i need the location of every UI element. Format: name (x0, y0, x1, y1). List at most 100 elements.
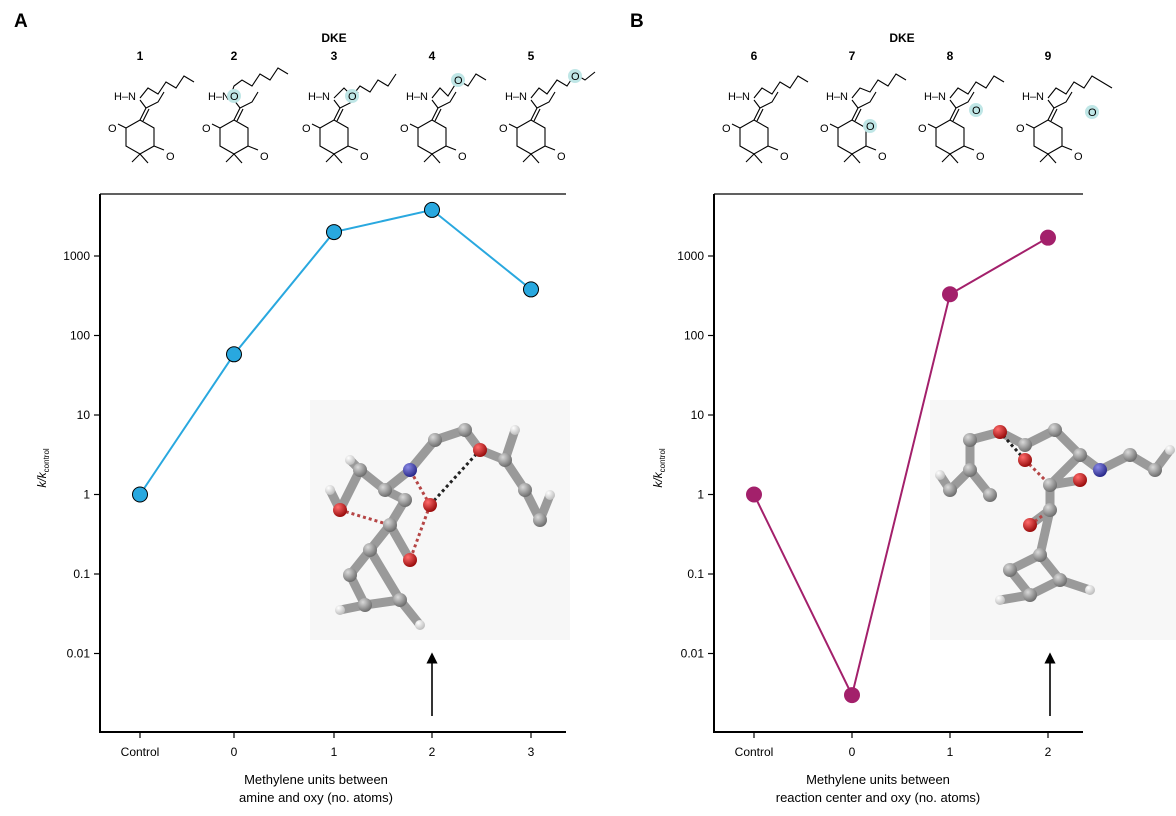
panel-b-oxygen-text: O (1016, 123, 1025, 135)
panel-b-atom (1033, 548, 1047, 562)
panel-a-x-tick-label: 2 (429, 745, 436, 759)
panel-a-amine-text: H–N (308, 91, 330, 103)
panel-b-atom (1123, 448, 1137, 462)
panel-a-bond (365, 545, 405, 605)
panel-b-atom (1053, 573, 1067, 587)
panel-a-atom (498, 453, 512, 467)
panel-a-compound-label: 3 (331, 49, 338, 63)
panel-b-structure: H–N O O O (1016, 75, 1113, 164)
panel-b-compound-label: 6 (751, 49, 758, 63)
panel-a-compound-label: 4 (429, 49, 436, 63)
panel-b-axes: 1000 100 10 1 0.1 0.01 Control 0 1 2 (677, 193, 1083, 759)
panel-b-oxygen-text: O (1074, 151, 1083, 163)
panel-a-oxygen-text: O (400, 123, 409, 135)
panel-a-hydrogen-bond (428, 448, 482, 507)
panel-b-atom (935, 470, 945, 480)
panel-a-atom (345, 455, 355, 465)
panel-a-amine-text: H–N (505, 91, 527, 103)
panel-b-oxy-highlight (969, 103, 983, 117)
panel-a-x-tick-label: 1 (331, 745, 338, 759)
panel-a-x-tick-label: Control (121, 745, 160, 759)
panel-b-atom (1023, 588, 1037, 602)
panel-b-y-tick-label: 10 (691, 408, 705, 422)
panel-b-atom (983, 488, 997, 502)
panel-a-data-point (132, 486, 148, 503)
panel-a-bond (335, 465, 365, 515)
panel-a-y-tick-label: 0.01 (67, 647, 91, 661)
panel-b-oxygen-text: O (878, 151, 887, 163)
panel-b-oxygen-text: O (918, 123, 927, 135)
panel-a-oxy-highlight (568, 69, 582, 83)
panel-b-atom (1043, 503, 1057, 517)
panel-a-letter: A (14, 11, 28, 32)
svg-text:k/kcontrol: k/kcontrol (35, 448, 51, 488)
panel-b-oxy-text: O (866, 121, 875, 133)
panel-b-atom (1165, 445, 1175, 455)
panel-a-atom (423, 498, 437, 512)
panel-a-oxygen-text: O (360, 151, 369, 163)
panel-a-atom (325, 485, 335, 495)
panel-a-amine-text: H–N (406, 91, 428, 103)
panel-a-oxy-highlight (227, 89, 241, 103)
panel-a-atom (428, 433, 442, 447)
panel-b-oxy-highlight (863, 119, 877, 133)
panel-a-structure: H–N O O (108, 75, 195, 164)
panel-a-atom (383, 518, 397, 532)
panel-b-compound-label: 9 (1045, 49, 1052, 63)
panel-a-hydrogen-bond (339, 508, 391, 527)
panel-a-compound-labels: 1 2 3 4 5 (137, 49, 535, 63)
panel-a-atom (415, 620, 425, 630)
panel-b-plot (746, 229, 1056, 704)
panel-a-atom (458, 423, 472, 437)
panel-a-y-tick-label: 0.1 (73, 567, 90, 581)
panel-b-y-tick-label: 1000 (677, 249, 704, 263)
panel-a-y-axis-title: k/kcontrol (35, 448, 51, 488)
panel-b-atom (1018, 438, 1032, 452)
panel-b-y-axis-title: k/kcontrol (651, 448, 667, 488)
panel-b-x-tick-label: 2 (1045, 745, 1052, 759)
panel-b-structure: H–N O O O (918, 75, 1005, 164)
panel-b-amine-text: H–N (728, 91, 750, 103)
panel-a-oxy-text: O (454, 75, 463, 87)
panel-b-amine-text: H–N (924, 91, 946, 103)
panel-a-data-point (326, 224, 342, 241)
panel-a-axes: 1000 100 10 1 0.1 0.01 Control 0 1 2 3 (63, 193, 566, 759)
panel-a-y-tick-label: 1 (83, 488, 90, 502)
panel-b-compound-labels: 6 7 8 9 (751, 49, 1052, 63)
panel-b-atom (1085, 585, 1095, 595)
panel-a-oxy-text: O (571, 71, 580, 83)
panel-b-letter: B (630, 11, 644, 32)
panel-a-molecule-model (310, 400, 570, 640)
panel-a-oxygen-text: O (202, 123, 211, 135)
panel-b-molecule-model (930, 400, 1176, 640)
panel-b-atom (1023, 518, 1037, 532)
panel-b-atom (963, 463, 977, 477)
panel-a-atom (333, 503, 347, 517)
panel-b-oxygen-text: O (722, 123, 731, 135)
panel-a-atom (335, 605, 345, 615)
panel-a-atom (343, 568, 357, 582)
panel-a-atom (353, 463, 367, 477)
panel-a-atom (378, 483, 392, 497)
panel-a-compound-label: 1 (137, 49, 144, 63)
panel-a-oxy-text: O (230, 91, 239, 103)
panel-a-x-axis-title-line1: Methylene units between (244, 772, 388, 787)
panel-a-atom (393, 593, 407, 607)
panel-b-data-point (746, 486, 762, 503)
panel-a-atom (545, 490, 555, 500)
panel-a-y-tick-label: 10 (77, 408, 91, 422)
panel-a-atom (518, 483, 532, 497)
panel-b-atom (1073, 473, 1087, 487)
panel-a-atom (363, 543, 377, 557)
panel-b-y-tick-label: 0.1 (687, 567, 704, 581)
svg-text:k/kcontrol: k/kcontrol (651, 448, 667, 488)
panel-b-atom (1073, 448, 1087, 462)
panel-a-oxygen-text: O (260, 151, 269, 163)
panel-a-compound-label: 2 (231, 49, 238, 63)
panel-a-atom (403, 553, 417, 567)
panel-a-atom (358, 598, 372, 612)
panel-b-x-axis-title-line1: Methylene units between (806, 772, 950, 787)
